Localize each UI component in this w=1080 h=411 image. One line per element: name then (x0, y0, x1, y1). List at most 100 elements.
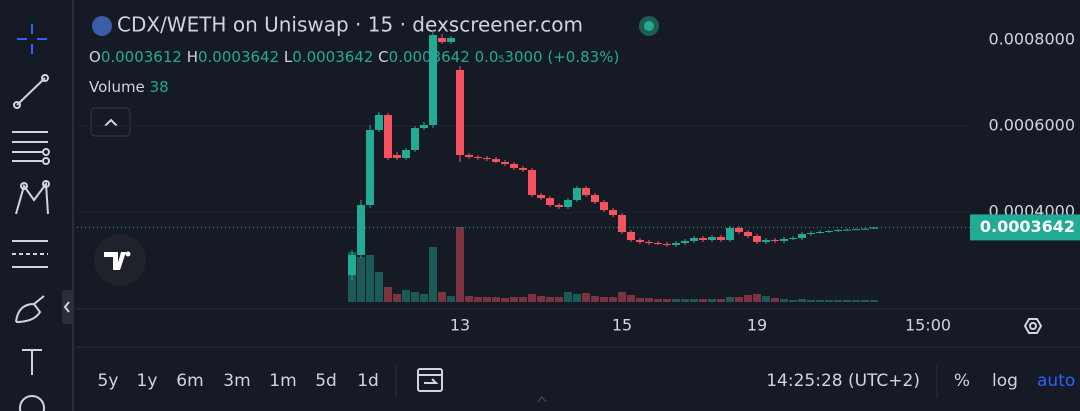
percent-button[interactable]: % (954, 371, 970, 391)
fib-tool[interactable] (12, 131, 50, 165)
candle-body (654, 243, 662, 245)
candle-body (465, 154, 473, 158)
candle-body (807, 232, 815, 235)
volume-bar (546, 297, 554, 302)
volume-bar (465, 296, 473, 302)
volume-bar (564, 292, 572, 302)
candle-body (501, 161, 509, 165)
auto-button[interactable]: auto (1037, 371, 1075, 391)
volume-bar (861, 300, 869, 302)
candle-body (762, 239, 770, 243)
volume-bar (420, 294, 428, 302)
trendline-tool[interactable] (13, 74, 49, 109)
text-tool[interactable] (22, 349, 42, 375)
candle-body (420, 125, 428, 129)
volume-bar (717, 299, 725, 302)
volume-bar (645, 298, 653, 302)
candle-body (672, 243, 680, 245)
y-tick-label: 0.0006000 (988, 116, 1075, 135)
candle-body (366, 129, 374, 205)
candle-body (609, 210, 617, 216)
volume-bar (555, 297, 563, 302)
timeframe-button[interactable]: 3m (223, 371, 250, 391)
volume-bar (735, 297, 743, 302)
timeframe-button[interactable]: 1y (137, 371, 158, 391)
volume-bar (798, 299, 806, 302)
volume-bar (483, 297, 491, 302)
volume-bar (393, 294, 401, 302)
legend-value: 0.0003642 (198, 48, 279, 66)
chart-title: CDX/WETH on Uniswap · 15 · dexscreener.c… (117, 13, 583, 37)
x-tick-label: 15:00 (905, 316, 951, 335)
candle-body (519, 168, 527, 170)
candle-body (825, 231, 833, 233)
timeframe-button[interactable]: 5y (98, 371, 119, 391)
volume-bar (456, 227, 464, 302)
candle-body (645, 242, 653, 244)
volume-bar (636, 298, 644, 302)
log-button[interactable]: log (992, 371, 1018, 391)
volume-bar (411, 292, 419, 302)
timeframe-button[interactable]: 1m (269, 371, 296, 391)
timeframe-button[interactable]: 6m (176, 371, 203, 391)
candle-body (753, 235, 761, 243)
candle-body (627, 231, 635, 240)
candle-body (447, 37, 455, 43)
pattern-tool[interactable] (15, 180, 50, 215)
volume-legend: Volume 38 (89, 78, 169, 96)
volume-bar (753, 294, 761, 302)
candle-body (618, 215, 626, 232)
candle-body (771, 239, 779, 241)
volume-bar (627, 295, 635, 302)
volume-bar (825, 300, 833, 302)
candle-body (474, 157, 482, 159)
volume-bar (375, 272, 383, 302)
collapse-toolbar[interactable] (62, 290, 73, 324)
volume-bar (618, 292, 626, 302)
candle-body (411, 128, 419, 150)
candle-body (456, 70, 464, 155)
volume-bar (519, 297, 527, 302)
resize-handle (537, 396, 547, 403)
candle-body (591, 195, 599, 203)
candle-body (699, 238, 707, 240)
timeframe-button[interactable]: 1d (357, 371, 379, 391)
candle-body (492, 159, 500, 162)
icon-partial (19, 395, 45, 411)
ohlc-legend: O0.0003612 H0.0003642 L0.0003642 C0.0003… (89, 48, 619, 66)
volume-bar (672, 299, 680, 302)
candle-body (636, 239, 644, 243)
candle-body (348, 255, 356, 276)
candle-body (438, 37, 446, 43)
candle-body (393, 154, 401, 158)
timeframe-button[interactable]: 5d (315, 371, 337, 391)
x-tick-label: 13 (450, 316, 470, 335)
candle-body (681, 240, 689, 244)
date-range-button[interactable] (417, 368, 443, 392)
volume-bar (762, 296, 770, 302)
candle-body (798, 234, 806, 239)
candle-body (546, 198, 554, 205)
change: 0.0₅3000 (475, 48, 543, 66)
volume-bar (780, 299, 788, 302)
crosshair-tool[interactable] (17, 24, 47, 54)
candle-body (402, 149, 410, 158)
prediction-tool[interactable] (12, 240, 48, 268)
volume-bar (438, 292, 446, 302)
collapse-legend[interactable] (90, 107, 131, 137)
volume-bar (474, 297, 482, 302)
candle-body (735, 227, 743, 232)
candle-body (573, 188, 581, 201)
volume-bar (843, 300, 851, 302)
brush-tool[interactable] (15, 295, 45, 323)
candle-body (861, 228, 869, 230)
legend-key: H (187, 48, 198, 66)
settings-button[interactable] (1023, 318, 1043, 334)
candle-body (843, 229, 851, 231)
volume-bar (681, 299, 689, 302)
candle-body (744, 231, 752, 236)
volume-bar (726, 297, 734, 302)
